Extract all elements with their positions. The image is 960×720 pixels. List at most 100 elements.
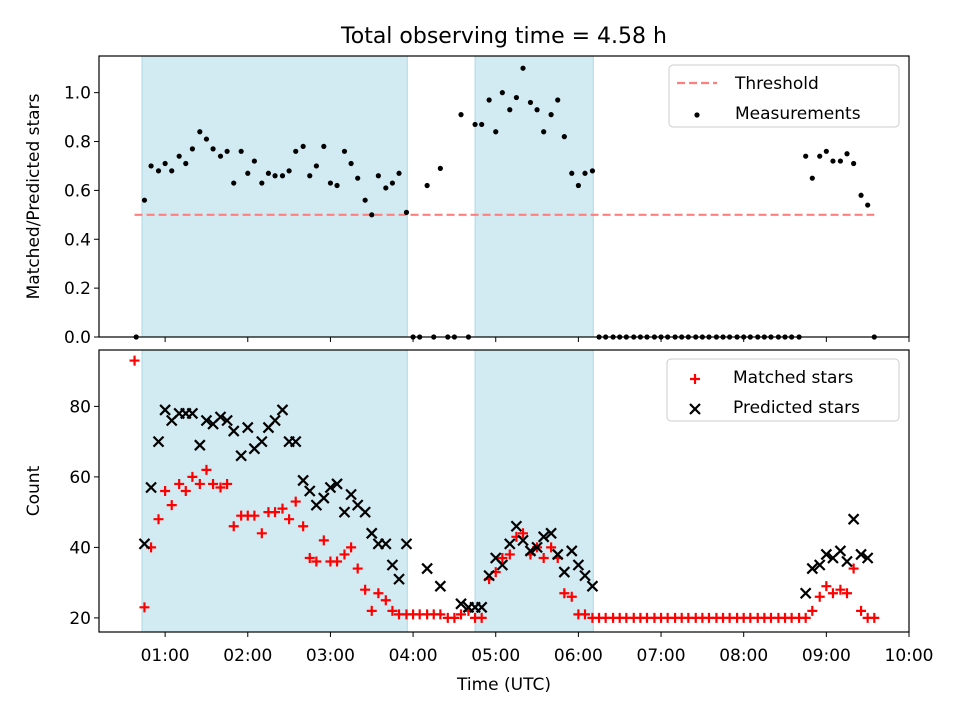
data-point <box>203 136 210 142</box>
data-point <box>848 563 859 574</box>
data-point <box>551 548 564 561</box>
data-point <box>823 148 829 154</box>
x-tick-label: 01:00 <box>141 646 190 666</box>
data-point <box>449 612 460 623</box>
data-point <box>222 478 233 489</box>
data-point <box>546 542 557 553</box>
data-point <box>403 209 410 215</box>
data-point <box>166 500 177 511</box>
data-point <box>396 170 402 176</box>
data-point <box>855 548 867 561</box>
data-point <box>169 168 175 174</box>
data-point <box>289 435 302 448</box>
data-point <box>817 153 823 159</box>
data-point <box>348 160 354 167</box>
data-point <box>339 549 350 560</box>
data-point <box>276 404 289 416</box>
data-point <box>400 538 413 550</box>
data-point <box>189 146 195 152</box>
data-point <box>321 143 327 150</box>
data-point <box>265 170 272 176</box>
data-point <box>332 556 343 567</box>
data-point <box>139 602 150 613</box>
data-point <box>270 507 281 518</box>
data-point <box>383 185 389 191</box>
series-predicted-stars <box>138 404 874 614</box>
data-point <box>476 612 487 623</box>
data-point <box>224 148 230 154</box>
chart-title: Total observing time = 4.58 h <box>340 24 667 49</box>
data-point <box>155 168 162 174</box>
legend-label: Matched stars <box>733 368 853 388</box>
data-point <box>437 165 443 171</box>
axes-frame <box>98 55 910 338</box>
data-point <box>586 580 599 592</box>
data-point <box>827 588 838 599</box>
data-point <box>145 481 157 494</box>
data-point <box>834 545 847 557</box>
data-point <box>249 510 260 521</box>
data-point <box>197 129 203 135</box>
x-axis-label: Time (UTC) <box>456 675 551 695</box>
y-tick-label: 20 <box>69 609 91 629</box>
x-tick-label: 02:00 <box>223 646 272 666</box>
data-point <box>527 99 534 106</box>
data-point <box>238 148 244 154</box>
data-point <box>286 168 292 174</box>
data-point <box>386 559 399 571</box>
x-tick-label: 08:00 <box>719 646 768 666</box>
data-point <box>174 478 185 489</box>
data-point <box>483 569 495 582</box>
x-tick-label: 06:00 <box>554 646 603 666</box>
data-point <box>245 170 251 176</box>
data-point <box>561 134 567 140</box>
legend: Threshold Measurements <box>668 64 900 128</box>
data-point <box>148 163 154 169</box>
data-point <box>208 478 219 489</box>
data-point <box>355 175 361 181</box>
data-point <box>507 107 513 113</box>
data-point <box>548 112 554 118</box>
data-point <box>835 584 846 595</box>
data-point <box>421 562 433 575</box>
data-point <box>861 552 874 564</box>
data-point <box>856 605 867 616</box>
data-point <box>346 542 357 553</box>
x-tick-label: 07:00 <box>637 646 686 666</box>
data-point <box>153 514 164 525</box>
data-point <box>318 535 329 546</box>
y-tick-label: 0.8 <box>64 133 91 153</box>
data-point <box>228 521 239 532</box>
data-point <box>375 173 381 179</box>
data-point <box>858 192 864 198</box>
data-point <box>531 541 543 554</box>
legend-measurement-swatch <box>694 112 700 118</box>
data-point <box>572 559 585 571</box>
shaded-interval-2 <box>474 55 594 338</box>
y-tick-label: 0.0 <box>64 328 91 348</box>
data-point <box>200 414 213 427</box>
data-point <box>814 591 825 602</box>
legend-matched-swatch <box>690 374 700 384</box>
data-point <box>298 521 309 532</box>
data-point <box>187 471 198 482</box>
data-point <box>513 94 519 101</box>
data-point <box>256 435 268 448</box>
data-point <box>180 486 191 496</box>
y-axis-label: Matched/Predicted stars <box>24 93 44 299</box>
legend-box <box>666 358 900 422</box>
data-point <box>800 612 811 623</box>
data-point <box>327 180 334 186</box>
data-point <box>389 180 396 186</box>
data-point <box>318 492 330 504</box>
data-point <box>277 503 288 514</box>
data-point <box>456 609 467 620</box>
data-point <box>284 514 295 525</box>
data-point <box>518 528 529 539</box>
x-tick-label: 05:00 <box>471 646 520 666</box>
data-point <box>221 414 233 427</box>
axes-frame <box>98 349 910 633</box>
data-point <box>865 202 871 208</box>
data-point <box>869 612 880 623</box>
